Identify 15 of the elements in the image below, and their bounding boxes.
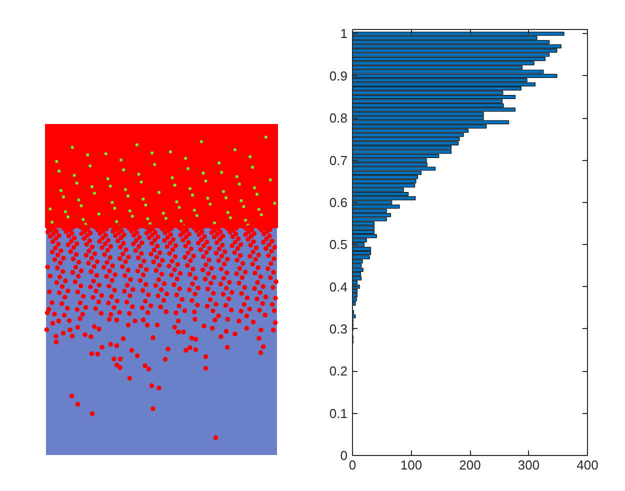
y-tick-label: 0.1 bbox=[329, 406, 348, 421]
y-tick-label: 0 bbox=[340, 448, 348, 463]
x-tick-label: 300 bbox=[518, 458, 540, 472]
x-tick-label: 400 bbox=[576, 458, 598, 472]
y-tick-label: 0.4 bbox=[329, 279, 348, 294]
y-tick-label: 0.8 bbox=[329, 110, 348, 126]
y-tick-label: 0.3 bbox=[329, 321, 348, 336]
y-tick-label: 0.5 bbox=[329, 237, 348, 252]
y-tick-label: 1 bbox=[340, 26, 348, 42]
y-tick-label: 0.6 bbox=[329, 194, 348, 210]
x-tick-label: 200 bbox=[459, 458, 481, 472]
y-tick-label: 0.2 bbox=[329, 364, 348, 379]
y-tick-label: 0.9 bbox=[329, 68, 348, 84]
x-tick-label: 100 bbox=[400, 458, 422, 472]
y-tick-label: 0.7 bbox=[329, 152, 348, 168]
